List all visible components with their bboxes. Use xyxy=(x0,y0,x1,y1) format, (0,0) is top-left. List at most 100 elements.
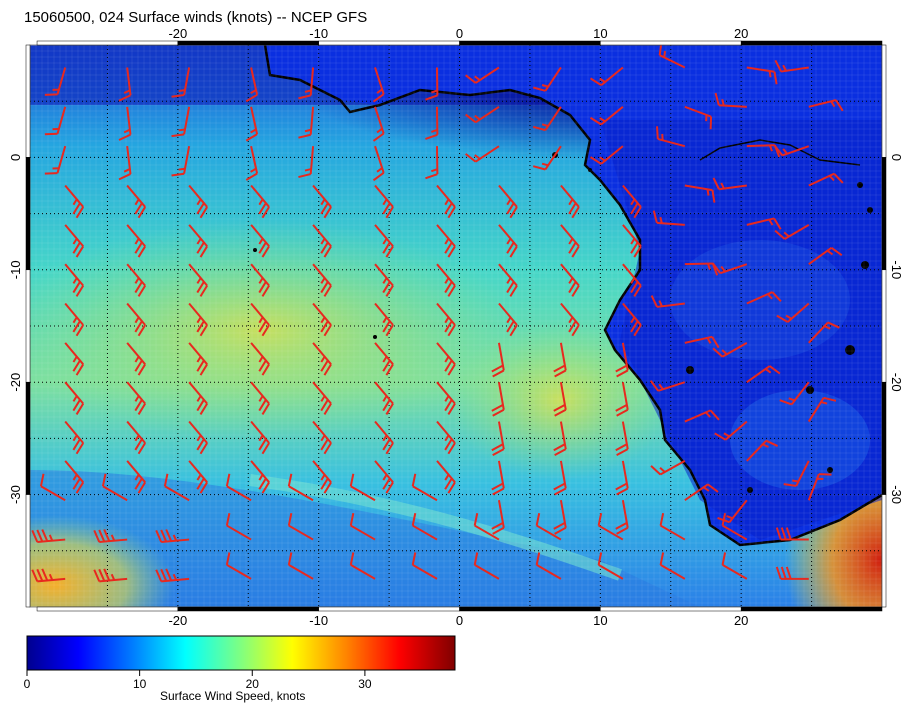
lon-tick-bottom: 20 xyxy=(734,613,748,628)
wind-barb xyxy=(155,568,190,583)
wind-barb xyxy=(465,105,500,124)
wind-barb xyxy=(597,512,624,541)
wind-barb xyxy=(532,145,562,171)
wind-barb xyxy=(425,67,439,101)
wind-barb xyxy=(250,381,270,415)
wind-barb xyxy=(411,552,438,580)
wind-barb xyxy=(465,145,500,163)
coastline xyxy=(263,45,882,547)
wind-barb xyxy=(436,263,456,297)
wind-barb xyxy=(775,566,809,580)
colorbar-tick: 10 xyxy=(133,677,147,691)
wind-barb xyxy=(188,381,208,415)
wind-barb xyxy=(553,382,567,417)
wind-barb xyxy=(188,420,208,455)
wind-barb xyxy=(250,184,270,219)
colorbar-tick: 30 xyxy=(358,677,372,691)
wind-barb xyxy=(684,184,716,203)
wind-barb xyxy=(622,184,642,219)
wind-map: -20 -20 -10 -10 0 0 10 10 20 20 0 0 -10 -10 -20 -20 -30 -… xyxy=(8,26,904,628)
wind-barb xyxy=(126,224,147,258)
lat-tick-left: 0 xyxy=(8,154,23,161)
colorbar-tick: 0 xyxy=(24,677,31,691)
wind-barb xyxy=(171,67,191,98)
wind-barb xyxy=(250,263,270,297)
wind-barb xyxy=(498,224,518,258)
wind-barb xyxy=(465,66,500,84)
wind-barb xyxy=(491,460,505,496)
lat-tick-left: -30 xyxy=(8,485,23,504)
wind-barb xyxy=(746,66,778,85)
wind-barb xyxy=(188,460,208,494)
wind-barb xyxy=(746,439,779,462)
wind-barb xyxy=(101,473,128,502)
wind-barb xyxy=(498,302,518,337)
wind-barb xyxy=(622,224,642,258)
wind-barb xyxy=(349,473,376,502)
wind-barb xyxy=(64,302,85,337)
wind-barb xyxy=(312,342,332,376)
wind-barb xyxy=(436,342,456,376)
wind-barb xyxy=(773,144,810,157)
map-title: 15060500, 024 Surface winds (knots) -- N… xyxy=(24,9,368,26)
wind-barb xyxy=(774,59,809,73)
wind-barb xyxy=(560,184,580,219)
lon-tick-bottom: -20 xyxy=(168,613,187,628)
wind-barb xyxy=(808,321,840,344)
colorbar-ramp xyxy=(26,635,456,671)
wind-barb xyxy=(312,184,332,219)
wind-barb xyxy=(498,263,518,297)
wind-barb xyxy=(372,67,385,103)
wind-barb xyxy=(436,460,456,494)
lon-tick-top: 0 xyxy=(456,26,463,41)
map-border xyxy=(25,40,887,612)
wind-barb xyxy=(225,512,252,541)
wind-barb xyxy=(287,552,314,580)
wind-barb xyxy=(372,145,385,182)
wind-barb xyxy=(31,529,66,543)
lon-tick-bottom: 0 xyxy=(456,613,463,628)
wind-barb xyxy=(44,67,67,96)
wind-barb xyxy=(808,99,844,112)
wind-barb xyxy=(93,529,128,543)
wind-barb xyxy=(126,420,147,455)
wind-barb xyxy=(684,409,720,423)
wind-barb xyxy=(597,552,624,580)
wind-barb xyxy=(721,552,748,580)
wind-barb xyxy=(615,460,629,496)
wind-barb xyxy=(188,263,208,297)
wind-barb xyxy=(374,342,394,376)
wind-barb xyxy=(163,473,190,502)
wind-barb xyxy=(64,184,85,219)
wind-barb xyxy=(711,262,748,275)
wind-barb xyxy=(807,396,837,423)
wind-barb xyxy=(312,420,332,455)
wind-barb xyxy=(783,460,810,487)
wind-barb xyxy=(684,483,719,502)
wind-barb xyxy=(93,568,128,583)
wind-barb xyxy=(250,224,270,258)
lat-tick-left: -20 xyxy=(8,373,23,392)
wind-barb xyxy=(491,500,505,535)
wind-barb xyxy=(589,106,624,126)
wind-barb xyxy=(535,552,562,580)
wind-barb xyxy=(553,460,567,496)
wind-barb xyxy=(491,421,505,457)
wind-barb xyxy=(714,92,747,108)
wind-barb xyxy=(659,512,686,541)
wind-barb xyxy=(64,381,85,415)
wind-barb xyxy=(118,146,132,181)
wind-barb xyxy=(436,420,456,455)
wind-barb xyxy=(425,146,439,180)
wind-barb xyxy=(436,224,456,258)
lon-tick-top: -20 xyxy=(168,26,187,41)
lon-tick-bottom: 10 xyxy=(593,613,607,628)
wind-barb xyxy=(298,146,315,179)
lat-tick-right: -30 xyxy=(889,485,904,504)
wind-barb xyxy=(425,106,439,140)
lat-tick-right: 0 xyxy=(889,154,904,161)
wind-barb xyxy=(615,500,629,535)
wind-barb xyxy=(808,246,843,265)
wind-barb xyxy=(126,460,147,494)
wind-barb xyxy=(615,342,629,378)
